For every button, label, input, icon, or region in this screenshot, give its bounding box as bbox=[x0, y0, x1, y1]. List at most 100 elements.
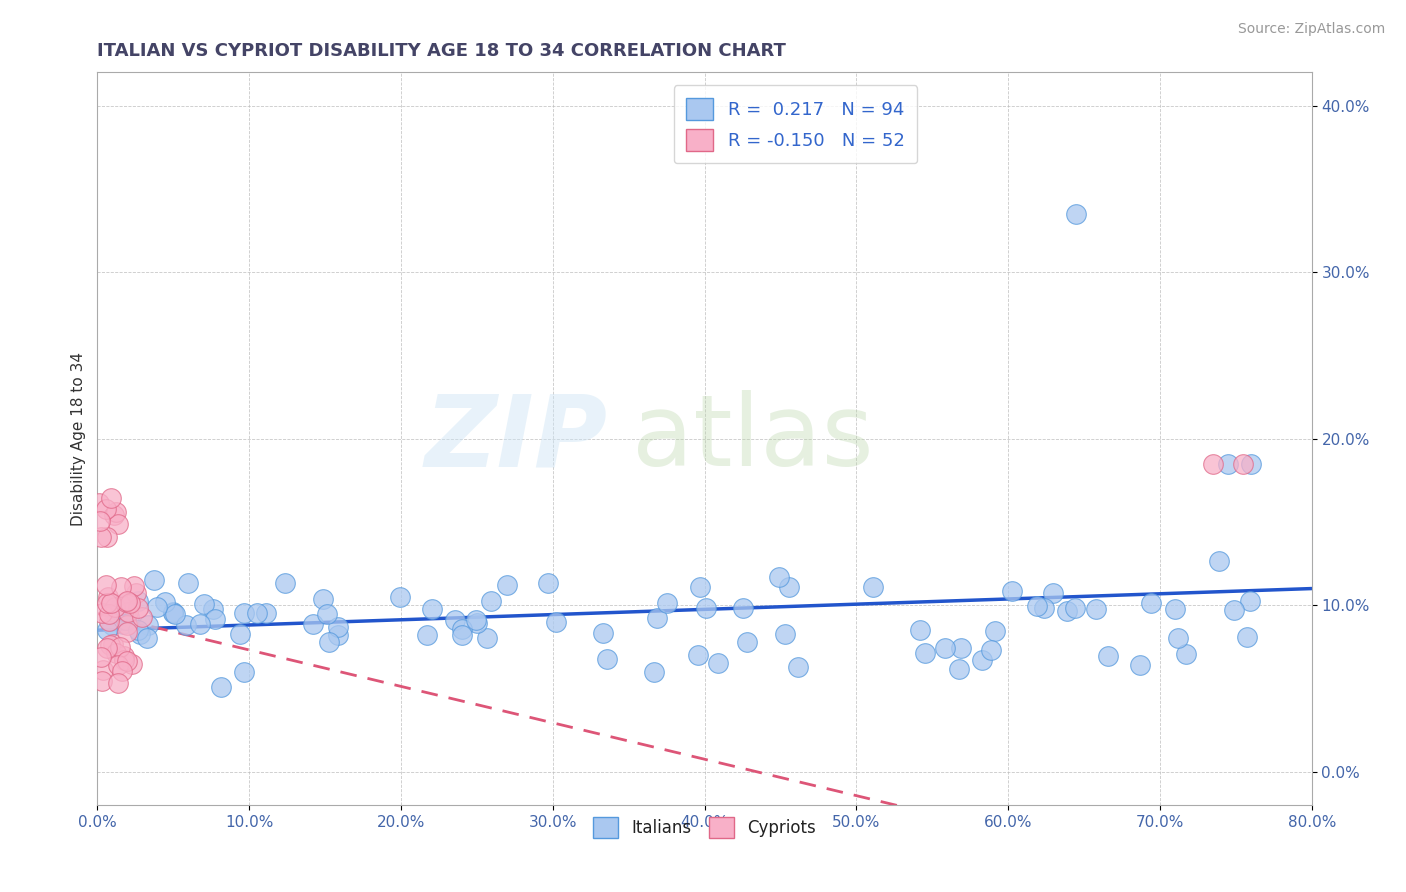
Point bbox=[177, 575, 200, 590]
Point bbox=[232, 665, 254, 679]
Point bbox=[104, 646, 127, 660]
Point bbox=[1001, 583, 1024, 598]
Point bbox=[89, 496, 111, 510]
Point bbox=[204, 612, 226, 626]
Point bbox=[1218, 457, 1240, 471]
Text: ITALIAN VS CYPRIOT DISABILITY AGE 18 TO 34 CORRELATION CHART: ITALIAN VS CYPRIOT DISABILITY AGE 18 TO … bbox=[97, 42, 786, 60]
Point bbox=[1239, 594, 1261, 608]
Point bbox=[89, 514, 111, 528]
Point bbox=[110, 580, 132, 594]
Point bbox=[465, 613, 488, 627]
Point bbox=[163, 607, 186, 621]
Point bbox=[451, 628, 474, 642]
Point bbox=[443, 613, 465, 627]
Point bbox=[1223, 603, 1246, 617]
Point bbox=[100, 618, 122, 632]
Point bbox=[592, 626, 614, 640]
Point bbox=[1056, 604, 1078, 618]
Point bbox=[100, 596, 122, 610]
Point bbox=[949, 640, 972, 655]
Point bbox=[128, 626, 150, 640]
Point bbox=[689, 581, 711, 595]
Point bbox=[117, 618, 139, 632]
Point bbox=[111, 608, 134, 623]
Y-axis label: Disability Age 18 to 34: Disability Age 18 to 34 bbox=[72, 351, 86, 525]
Point bbox=[98, 607, 121, 621]
Point bbox=[110, 598, 132, 612]
Point bbox=[135, 631, 157, 645]
Point bbox=[127, 600, 149, 615]
Point bbox=[1085, 602, 1108, 616]
Point bbox=[311, 592, 333, 607]
Point bbox=[980, 643, 1002, 657]
Point bbox=[596, 652, 619, 666]
Point bbox=[465, 615, 488, 630]
Point bbox=[107, 657, 129, 672]
Point bbox=[115, 594, 138, 608]
Point bbox=[103, 508, 125, 523]
Point bbox=[91, 607, 114, 621]
Point bbox=[318, 635, 340, 649]
Point bbox=[254, 606, 277, 620]
Point bbox=[97, 590, 120, 604]
Point bbox=[1163, 602, 1185, 616]
Point bbox=[100, 491, 122, 505]
Text: ZIP: ZIP bbox=[425, 390, 607, 487]
Point bbox=[1042, 586, 1064, 600]
Point bbox=[301, 616, 323, 631]
Point bbox=[229, 627, 252, 641]
Point bbox=[1236, 630, 1258, 644]
Point bbox=[96, 624, 118, 638]
Point bbox=[537, 576, 560, 591]
Point bbox=[174, 618, 197, 632]
Point bbox=[316, 607, 339, 621]
Point bbox=[125, 586, 148, 600]
Point bbox=[104, 504, 127, 518]
Point bbox=[1097, 649, 1119, 664]
Point bbox=[121, 657, 143, 671]
Point bbox=[657, 596, 679, 610]
Point bbox=[94, 577, 117, 591]
Point bbox=[326, 628, 349, 642]
Point bbox=[127, 624, 149, 638]
Point bbox=[110, 664, 132, 678]
Point bbox=[153, 595, 176, 609]
Point bbox=[1167, 632, 1189, 646]
Point bbox=[645, 610, 668, 624]
Point bbox=[1232, 457, 1254, 471]
Point bbox=[117, 605, 139, 619]
Point bbox=[1066, 207, 1088, 221]
Point bbox=[686, 648, 709, 663]
Point bbox=[910, 623, 932, 637]
Point bbox=[479, 594, 502, 608]
Point bbox=[768, 570, 790, 584]
Point bbox=[1140, 596, 1163, 610]
Point bbox=[775, 626, 797, 640]
Point bbox=[93, 663, 115, 677]
Point bbox=[496, 578, 519, 592]
Point bbox=[1063, 601, 1085, 615]
Point bbox=[97, 614, 120, 628]
Point bbox=[108, 640, 131, 654]
Point bbox=[735, 635, 758, 649]
Point bbox=[131, 609, 153, 624]
Point bbox=[862, 580, 884, 594]
Point bbox=[90, 650, 112, 665]
Point bbox=[118, 598, 141, 612]
Point bbox=[193, 597, 215, 611]
Point bbox=[143, 573, 166, 587]
Point bbox=[111, 616, 134, 631]
Legend: Italians, Cypriots: Italians, Cypriots bbox=[586, 811, 823, 845]
Point bbox=[707, 656, 730, 670]
Point bbox=[94, 502, 117, 516]
Point bbox=[127, 594, 149, 608]
Point bbox=[115, 624, 138, 639]
Point bbox=[107, 517, 129, 532]
Point bbox=[114, 613, 136, 627]
Text: Source: ZipAtlas.com: Source: ZipAtlas.com bbox=[1237, 22, 1385, 37]
Point bbox=[274, 575, 297, 590]
Point bbox=[107, 676, 129, 690]
Point bbox=[451, 623, 474, 637]
Point bbox=[984, 624, 1007, 638]
Point bbox=[475, 631, 498, 645]
